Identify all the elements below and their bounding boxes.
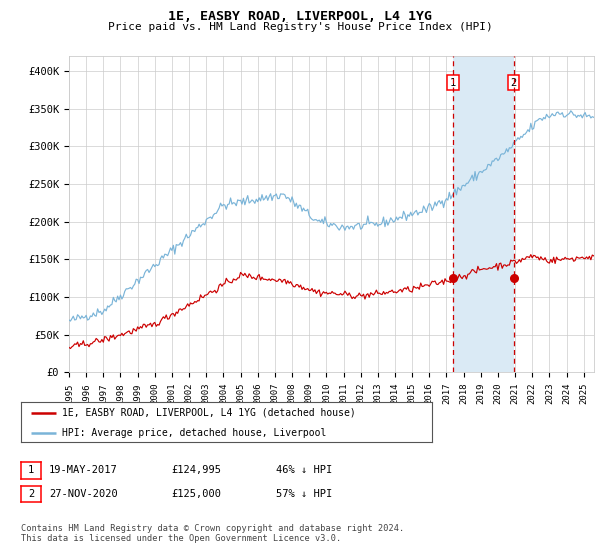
Text: 1E, EASBY ROAD, LIVERPOOL, L4 1YG (detached house): 1E, EASBY ROAD, LIVERPOOL, L4 1YG (detac… bbox=[62, 408, 356, 418]
Text: 27-NOV-2020: 27-NOV-2020 bbox=[49, 489, 118, 499]
Text: 57% ↓ HPI: 57% ↓ HPI bbox=[276, 489, 332, 499]
Text: 1E, EASBY ROAD, LIVERPOOL, L4 1YG: 1E, EASBY ROAD, LIVERPOOL, L4 1YG bbox=[168, 10, 432, 23]
Text: 2: 2 bbox=[28, 489, 34, 499]
Text: 1: 1 bbox=[28, 465, 34, 475]
Bar bbox=[453, 56, 514, 372]
Text: 2: 2 bbox=[511, 78, 517, 88]
Text: £124,995: £124,995 bbox=[171, 465, 221, 475]
Text: Contains HM Land Registry data © Crown copyright and database right 2024.
This d: Contains HM Land Registry data © Crown c… bbox=[21, 524, 404, 543]
Text: 19-MAY-2017: 19-MAY-2017 bbox=[49, 465, 118, 475]
Text: HPI: Average price, detached house, Liverpool: HPI: Average price, detached house, Live… bbox=[62, 428, 326, 438]
Text: Price paid vs. HM Land Registry's House Price Index (HPI): Price paid vs. HM Land Registry's House … bbox=[107, 22, 493, 32]
Text: £125,000: £125,000 bbox=[171, 489, 221, 499]
Text: 1: 1 bbox=[449, 78, 456, 88]
Text: 46% ↓ HPI: 46% ↓ HPI bbox=[276, 465, 332, 475]
